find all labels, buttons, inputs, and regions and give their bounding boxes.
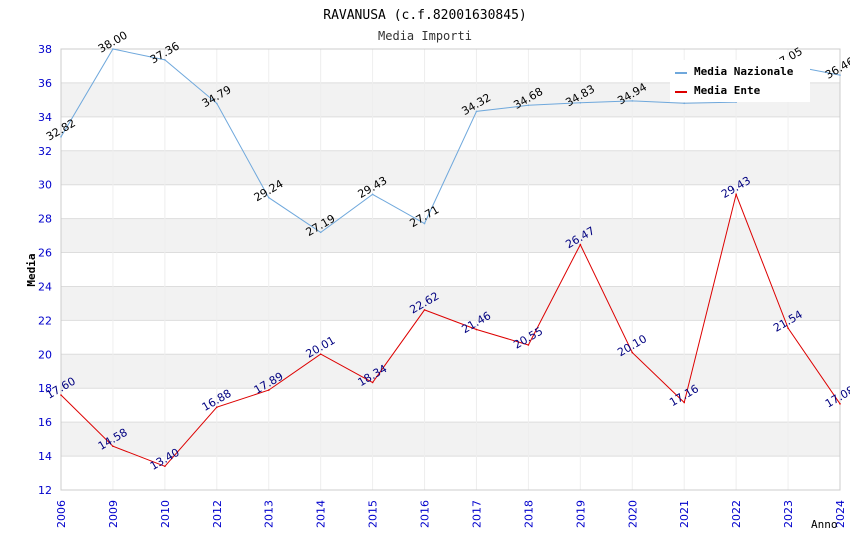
x-tick-label: 2014: [315, 500, 328, 528]
data-point: [371, 193, 374, 196]
y-tick-label: 14: [38, 450, 52, 463]
y-tick-label: 12: [38, 484, 52, 497]
x-tick-label: 2021: [678, 500, 691, 528]
data-point: [683, 102, 685, 105]
chart-title: RAVANUSA (c.f.82001630845): [323, 8, 527, 23]
data-point: [112, 48, 114, 50]
data-point: [267, 389, 270, 391]
x-tick-label: 2012: [211, 500, 224, 528]
band: [61, 354, 840, 389]
x-tick-label: 2018: [522, 500, 535, 528]
x-tick-label: 2017: [470, 500, 483, 528]
y-tick-label: 38: [38, 43, 52, 56]
data-point: [527, 104, 530, 107]
data-point: [787, 327, 789, 329]
data-point: [475, 328, 478, 331]
x-tick-label: 2015: [367, 500, 380, 528]
x-tick-label: 2019: [574, 500, 587, 528]
data-point: [319, 231, 322, 234]
y-tick-label: 28: [38, 213, 52, 226]
data-point: [267, 196, 270, 199]
legend-box: [670, 60, 810, 102]
series-line-media-nazionale: [60, 48, 841, 234]
legend-label-media-ente: Media Ente: [694, 84, 761, 97]
data-point: [839, 74, 841, 76]
band: [61, 422, 840, 457]
data-point: [683, 401, 685, 404]
y-tick-label: 34: [38, 111, 52, 124]
y-tick-label: 30: [38, 179, 52, 192]
data-point: [371, 381, 374, 384]
data-point: [839, 403, 841, 405]
y-tick-label: 16: [38, 416, 52, 429]
x-tick-label: 2013: [263, 500, 276, 528]
data-point: [164, 59, 166, 61]
plot-background-bands: [61, 82, 840, 457]
data-point: [631, 351, 634, 354]
x-tick-label: 2024: [834, 500, 847, 528]
data-point: [735, 193, 737, 196]
x-tick-label: 2020: [626, 500, 639, 528]
x-tick-label: 2006: [55, 500, 68, 528]
data-point: [60, 136, 62, 138]
data-point: [475, 110, 478, 113]
x-tick-label: 2009: [107, 500, 120, 528]
y-axis-ticks: 12 14 16 18 20 22 24 26 28 30 32 34 36 38: [38, 43, 52, 497]
data-point: [216, 102, 218, 105]
x-axis-ticks: 2006 2009 2010 2012 2013 2014 2015 2016 2017 2018…: [55, 500, 847, 528]
x-tick-label: 2022: [730, 500, 743, 528]
series-line-media-ente: [60, 192, 841, 467]
data-point: [579, 243, 582, 246]
data-point: [112, 445, 114, 448]
data-label: 36.46: [823, 55, 850, 82]
y-axis-label: Media: [25, 253, 38, 286]
band: [61, 286, 840, 321]
x-tick-label: 2023: [782, 500, 795, 528]
y-tick-label: 36: [38, 77, 52, 90]
y-tick-label: 22: [38, 314, 52, 327]
y-tick-label: 20: [38, 348, 52, 361]
y-tick-label: 24: [38, 280, 52, 293]
y-tick-label: 32: [38, 145, 52, 158]
data-point: [631, 100, 634, 102]
band: [61, 218, 840, 253]
x-axis-label: Anno: [811, 518, 838, 531]
plot-area-frame: [60, 48, 841, 491]
series-lines: [60, 48, 841, 468]
data-point: [60, 394, 62, 396]
y-tick-label: 26: [38, 247, 52, 260]
data-point: [579, 101, 582, 104]
chart-subtitle: Media Importi: [378, 29, 472, 43]
legend: Media Nazionale Media Ente: [670, 60, 810, 102]
data-point: [216, 406, 218, 409]
data-point: [164, 465, 166, 468]
data-point: [527, 344, 530, 346]
data-point: [423, 309, 426, 311]
data-point: [423, 222, 426, 225]
x-tick-label: 2016: [419, 500, 432, 528]
y-tick-label: 18: [38, 382, 52, 395]
legend-label-media-nazionale: Media Nazionale: [694, 65, 794, 78]
data-point: [319, 353, 322, 355]
x-tick-label: 2010: [159, 500, 172, 528]
